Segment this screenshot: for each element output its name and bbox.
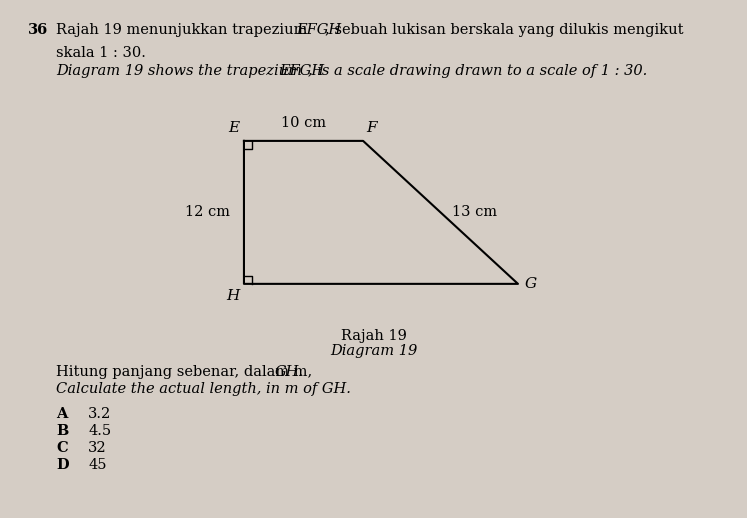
Text: F: F xyxy=(367,121,377,135)
Text: 32: 32 xyxy=(88,441,107,455)
Text: H: H xyxy=(226,289,239,303)
Text: 45: 45 xyxy=(88,458,107,472)
Text: EFGH: EFGH xyxy=(279,64,324,78)
Text: A: A xyxy=(56,407,67,421)
Text: 3.2: 3.2 xyxy=(88,407,111,421)
Text: Calculate the actual length, in m of GH.: Calculate the actual length, in m of GH. xyxy=(56,382,351,396)
Text: 36: 36 xyxy=(28,23,49,37)
Text: D: D xyxy=(56,458,69,472)
Text: Rajah 19 menunjukkan trapezium: Rajah 19 menunjukkan trapezium xyxy=(56,23,312,37)
Text: GH.: GH. xyxy=(275,365,304,379)
Text: , sebuah lukisan berskala yang dilukis mengikut: , sebuah lukisan berskala yang dilukis m… xyxy=(325,23,684,37)
Text: C: C xyxy=(56,441,68,455)
Text: , is a scale drawing drawn to a scale of 1 : 30.: , is a scale drawing drawn to a scale of… xyxy=(308,64,647,78)
Text: Diagram 19: Diagram 19 xyxy=(330,344,417,358)
Text: G: G xyxy=(525,277,537,291)
Text: 10 cm: 10 cm xyxy=(281,116,326,130)
Text: Diagram 19 shows the trapezium: Diagram 19 shows the trapezium xyxy=(56,64,306,78)
Text: E: E xyxy=(228,121,239,135)
Text: 4.5: 4.5 xyxy=(88,424,111,438)
Text: Rajah 19: Rajah 19 xyxy=(341,329,406,343)
Text: B: B xyxy=(56,424,68,438)
Text: EFGH: EFGH xyxy=(297,23,341,37)
Text: 12 cm: 12 cm xyxy=(185,205,229,220)
Text: Hitung panjang sebenar, dalam m,: Hitung panjang sebenar, dalam m, xyxy=(56,365,317,379)
Text: skala 1 : 30.: skala 1 : 30. xyxy=(56,46,146,60)
Text: 13 cm: 13 cm xyxy=(453,205,498,220)
